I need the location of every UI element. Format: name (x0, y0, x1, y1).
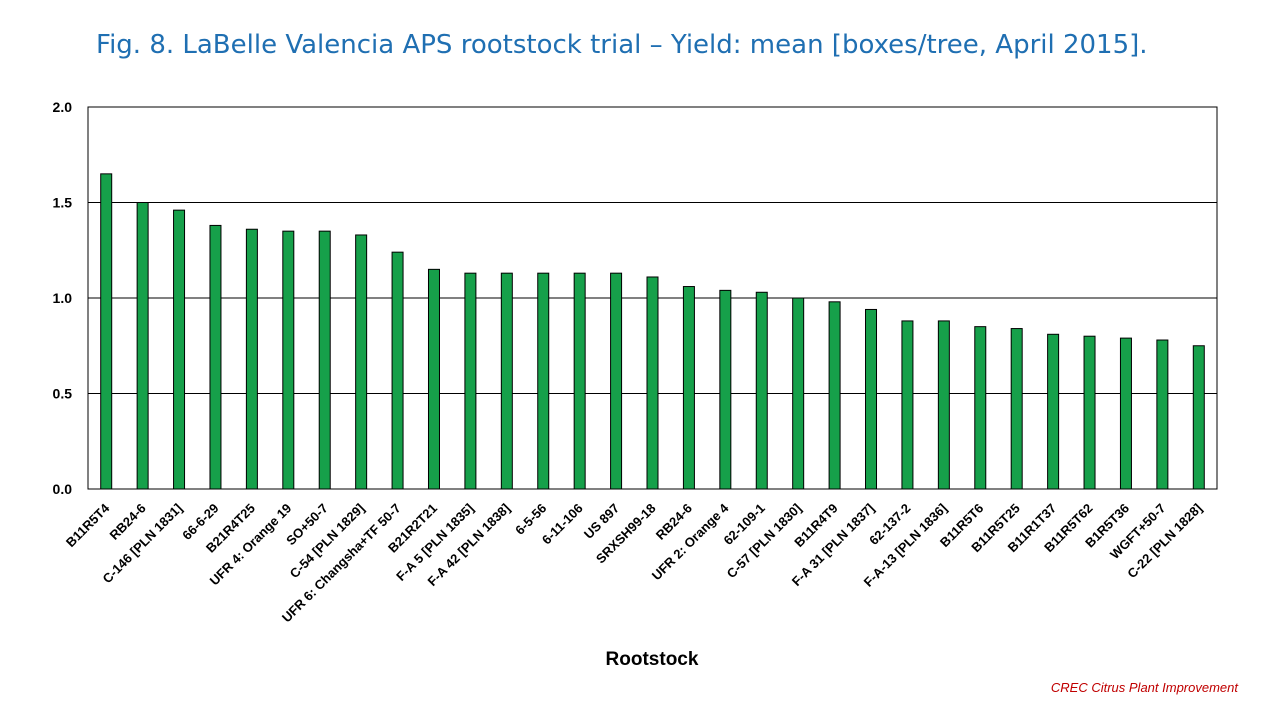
y-tick-label: 2.0 (53, 99, 73, 115)
bar (537, 272, 550, 490)
x-category-label: 6-11-106 (539, 501, 586, 548)
bar (828, 301, 841, 490)
bar (1047, 333, 1060, 490)
y-axis-ticks: 0.0 0.5 1.0 1.5 2.0 (53, 99, 73, 497)
plot-area-frame (87, 106, 1218, 490)
bar (573, 272, 586, 490)
bar (865, 308, 878, 490)
bar (391, 251, 404, 490)
bar (427, 268, 440, 490)
bar (464, 272, 477, 490)
bar (1119, 337, 1132, 490)
bar (792, 297, 805, 490)
x-axis-title: Rootstock (606, 649, 699, 670)
bar (646, 276, 659, 490)
x-category-label: B11R5T4 (63, 500, 113, 550)
y-tick-label: 0.5 (53, 386, 73, 402)
bar (937, 320, 950, 490)
bar (136, 202, 149, 490)
bar (318, 230, 331, 490)
bar (500, 272, 513, 490)
footer-credit: CREC Citrus Plant Improvement (1050, 680, 1238, 695)
bar (682, 286, 695, 490)
y-tick-label: 1.5 (53, 195, 73, 211)
bar (1010, 328, 1023, 490)
bar (1192, 345, 1205, 490)
y-tick-label: 1.0 (53, 290, 73, 306)
bar (1156, 339, 1169, 490)
bar (610, 272, 623, 490)
bar (355, 234, 368, 490)
slide-title: Fig. 8. LaBelle Valencia APS rootstock t… (96, 30, 1148, 60)
bar (719, 289, 732, 490)
bar (209, 224, 222, 490)
bar (1083, 335, 1096, 490)
bar (901, 320, 914, 490)
bar (974, 326, 987, 490)
bar (282, 230, 295, 490)
bar (755, 291, 768, 490)
bar (245, 228, 258, 490)
y-tick-label: 0.0 (53, 481, 73, 497)
bars (100, 173, 1205, 490)
bar (100, 173, 113, 490)
bar (173, 209, 186, 490)
